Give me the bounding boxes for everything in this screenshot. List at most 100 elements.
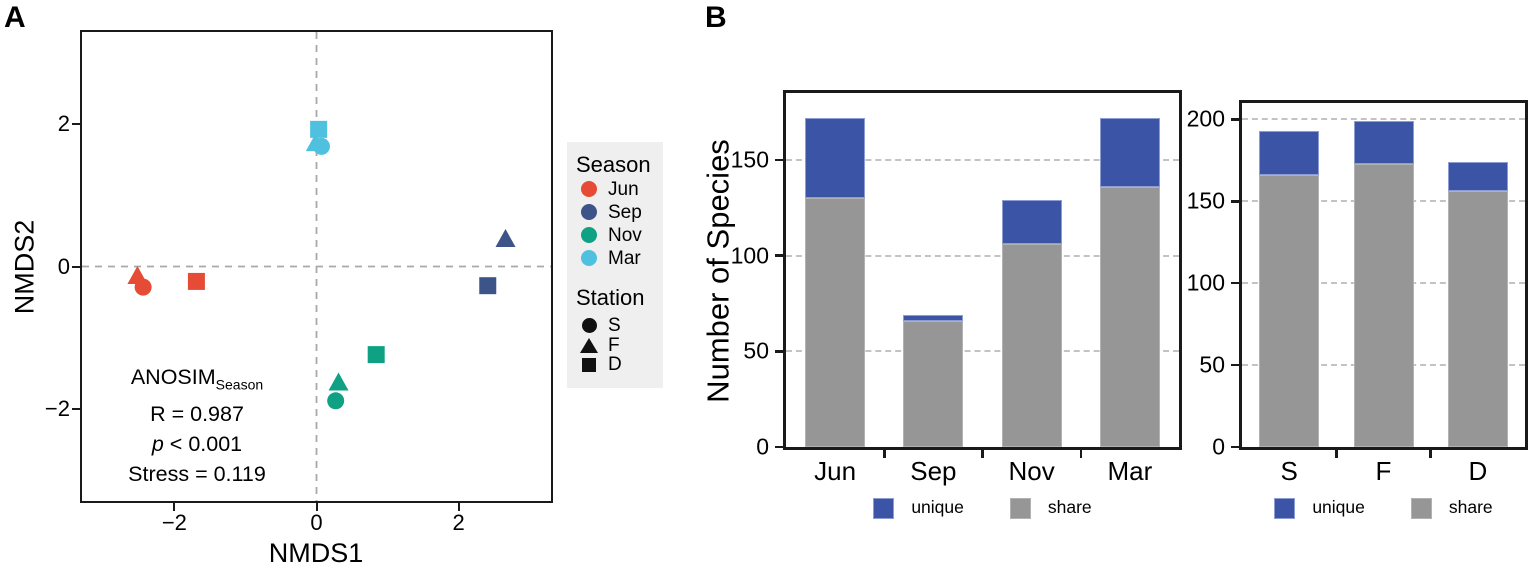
legend-station-item-s: S bbox=[576, 316, 621, 335]
legend-station-label: D bbox=[608, 354, 622, 375]
x-boundary-tick bbox=[883, 450, 886, 458]
legend-season-label: Mar bbox=[608, 247, 641, 269]
category-label-sep: Sep bbox=[910, 456, 957, 486]
y-tick-mark bbox=[72, 123, 80, 126]
panel-a-label: A bbox=[4, 1, 26, 34]
nmds-scatter-canvas bbox=[82, 32, 551, 501]
nmds-x-axis-title: NMDS1 bbox=[268, 538, 364, 568]
legend-station-label: F bbox=[608, 334, 620, 356]
x-boundary-tick bbox=[981, 450, 984, 458]
bar-d-share bbox=[1447, 191, 1508, 447]
unique-swatch-icon bbox=[1274, 497, 1296, 519]
scatter-point-jun-d bbox=[187, 272, 205, 290]
anosim-title-subscript: Season bbox=[215, 376, 264, 393]
legend-season-item-jun: Jun bbox=[576, 178, 639, 201]
y-tick-label: 200 bbox=[1186, 105, 1225, 132]
station-shape-key-icon bbox=[576, 357, 602, 372]
bar-sep-unique bbox=[903, 314, 964, 321]
nov-color-dot-icon bbox=[581, 227, 597, 243]
category-label-mar: Mar bbox=[1107, 456, 1153, 486]
bar-chart-by-station bbox=[1239, 100, 1528, 450]
bar-legend-season: unique share bbox=[783, 497, 1182, 519]
y-tick-mark bbox=[1231, 363, 1239, 367]
y-tick-mark bbox=[775, 350, 783, 353]
legend-season-label: Nov bbox=[608, 224, 642, 246]
legend-label-share: share bbox=[1047, 497, 1092, 518]
y-tick-label: 150 bbox=[730, 146, 769, 173]
share-swatch-icon bbox=[1410, 497, 1432, 519]
bar-s-share bbox=[1259, 175, 1320, 447]
season-color-key-icon bbox=[576, 227, 602, 243]
gridline-50 bbox=[786, 350, 1179, 353]
bar-mar-unique bbox=[1099, 117, 1160, 187]
station-shape-key-icon bbox=[576, 318, 602, 333]
y-tick-mark bbox=[775, 158, 783, 162]
category-label-f: F bbox=[1375, 456, 1392, 486]
legend-season-label: Jun bbox=[608, 178, 639, 200]
y-tick-label: 0 bbox=[1212, 433, 1225, 460]
y-tick-mark bbox=[1231, 118, 1239, 121]
square-shape-icon bbox=[582, 357, 596, 372]
unique-swatch-icon bbox=[873, 497, 895, 519]
y-tick-label: −2 bbox=[44, 395, 70, 421]
y-tick-mark bbox=[1231, 445, 1239, 449]
x-tick-mark bbox=[315, 503, 318, 511]
bar-s-unique bbox=[1259, 130, 1320, 176]
y-tick-label: 2 bbox=[57, 111, 70, 137]
anosim-stat-line: Stress = 0.119 bbox=[128, 462, 266, 487]
x-boundary-tick bbox=[1079, 450, 1083, 458]
nmds-legend: Season Jun Sep Nov Mar Station S F D bbox=[567, 142, 663, 388]
circle-shape-icon bbox=[581, 318, 597, 333]
gridline-150 bbox=[786, 158, 1179, 161]
legend-station-title: Station bbox=[576, 285, 645, 310]
legend-station-item-d: D bbox=[576, 355, 622, 374]
y-tick-label: 50 bbox=[1199, 351, 1225, 378]
legend-label-unique: unique bbox=[1312, 497, 1365, 518]
y-tick-mark bbox=[1231, 200, 1239, 203]
scatter-point-nov-f bbox=[328, 372, 349, 391]
category-label-jun: Jun bbox=[814, 456, 857, 486]
legend-station-item-f: F bbox=[576, 336, 620, 355]
y-tick-label: 100 bbox=[1186, 269, 1225, 296]
anosim-title-line: ANOSIMSeason bbox=[130, 365, 264, 393]
nmds-plot-area: ANOSIMSeason R = 0.987 p < 0.001 Stress = 0… bbox=[80, 30, 553, 503]
scatter-point-nov-s bbox=[327, 392, 345, 410]
legend-season-title: Season bbox=[576, 152, 651, 177]
station-shape-key-icon bbox=[576, 337, 602, 353]
bar-sep-share bbox=[903, 320, 964, 447]
y-tick-mark bbox=[775, 254, 783, 257]
scatter-point-mar-s bbox=[312, 137, 330, 155]
legend-season-item-nov: Nov bbox=[576, 224, 642, 247]
sep-color-dot-icon bbox=[581, 204, 597, 220]
y-tick-mark bbox=[1231, 281, 1239, 285]
x-tick-label: −2 bbox=[161, 510, 187, 535]
bar-legend-station: unique share bbox=[1239, 497, 1528, 519]
share-swatch-icon bbox=[1009, 497, 1031, 519]
bar-nov-unique bbox=[1001, 200, 1062, 245]
gridline-100 bbox=[786, 254, 1179, 257]
y-tick-mark bbox=[775, 445, 783, 449]
x-boundary-tick bbox=[1429, 450, 1432, 458]
bar-jun-share bbox=[805, 198, 866, 447]
species-y-axis-title: Number of Species bbox=[700, 139, 736, 403]
legend-label-unique: unique bbox=[911, 497, 964, 518]
bar-d-unique bbox=[1447, 161, 1508, 192]
bar-chart-by-season bbox=[783, 90, 1182, 450]
triangle-shape-icon bbox=[580, 337, 598, 353]
y-tick-label: 150 bbox=[1186, 187, 1225, 214]
legend-station-label: S bbox=[608, 315, 621, 336]
y-tick-label: 0 bbox=[57, 253, 70, 279]
x-tick-label: 0 bbox=[310, 510, 323, 535]
category-label-d: D bbox=[1468, 456, 1488, 486]
bar-mar-share bbox=[1099, 186, 1160, 447]
season-color-key-icon bbox=[576, 250, 602, 266]
anosim-annotation: ANOSIMSeason R = 0.987 p < 0.001 Stress = 0… bbox=[92, 362, 302, 489]
panel-b-label: B bbox=[705, 1, 727, 34]
category-label-nov: Nov bbox=[1008, 456, 1055, 486]
scatter-point-sep-f bbox=[495, 228, 516, 247]
bar-nov-share bbox=[1001, 244, 1062, 447]
legend-season-item-mar: Mar bbox=[576, 247, 641, 270]
legend-label-share: share bbox=[1448, 497, 1493, 518]
anosim-stat-line: R = 0.987 bbox=[150, 402, 244, 427]
jun-color-dot-icon bbox=[581, 181, 597, 197]
